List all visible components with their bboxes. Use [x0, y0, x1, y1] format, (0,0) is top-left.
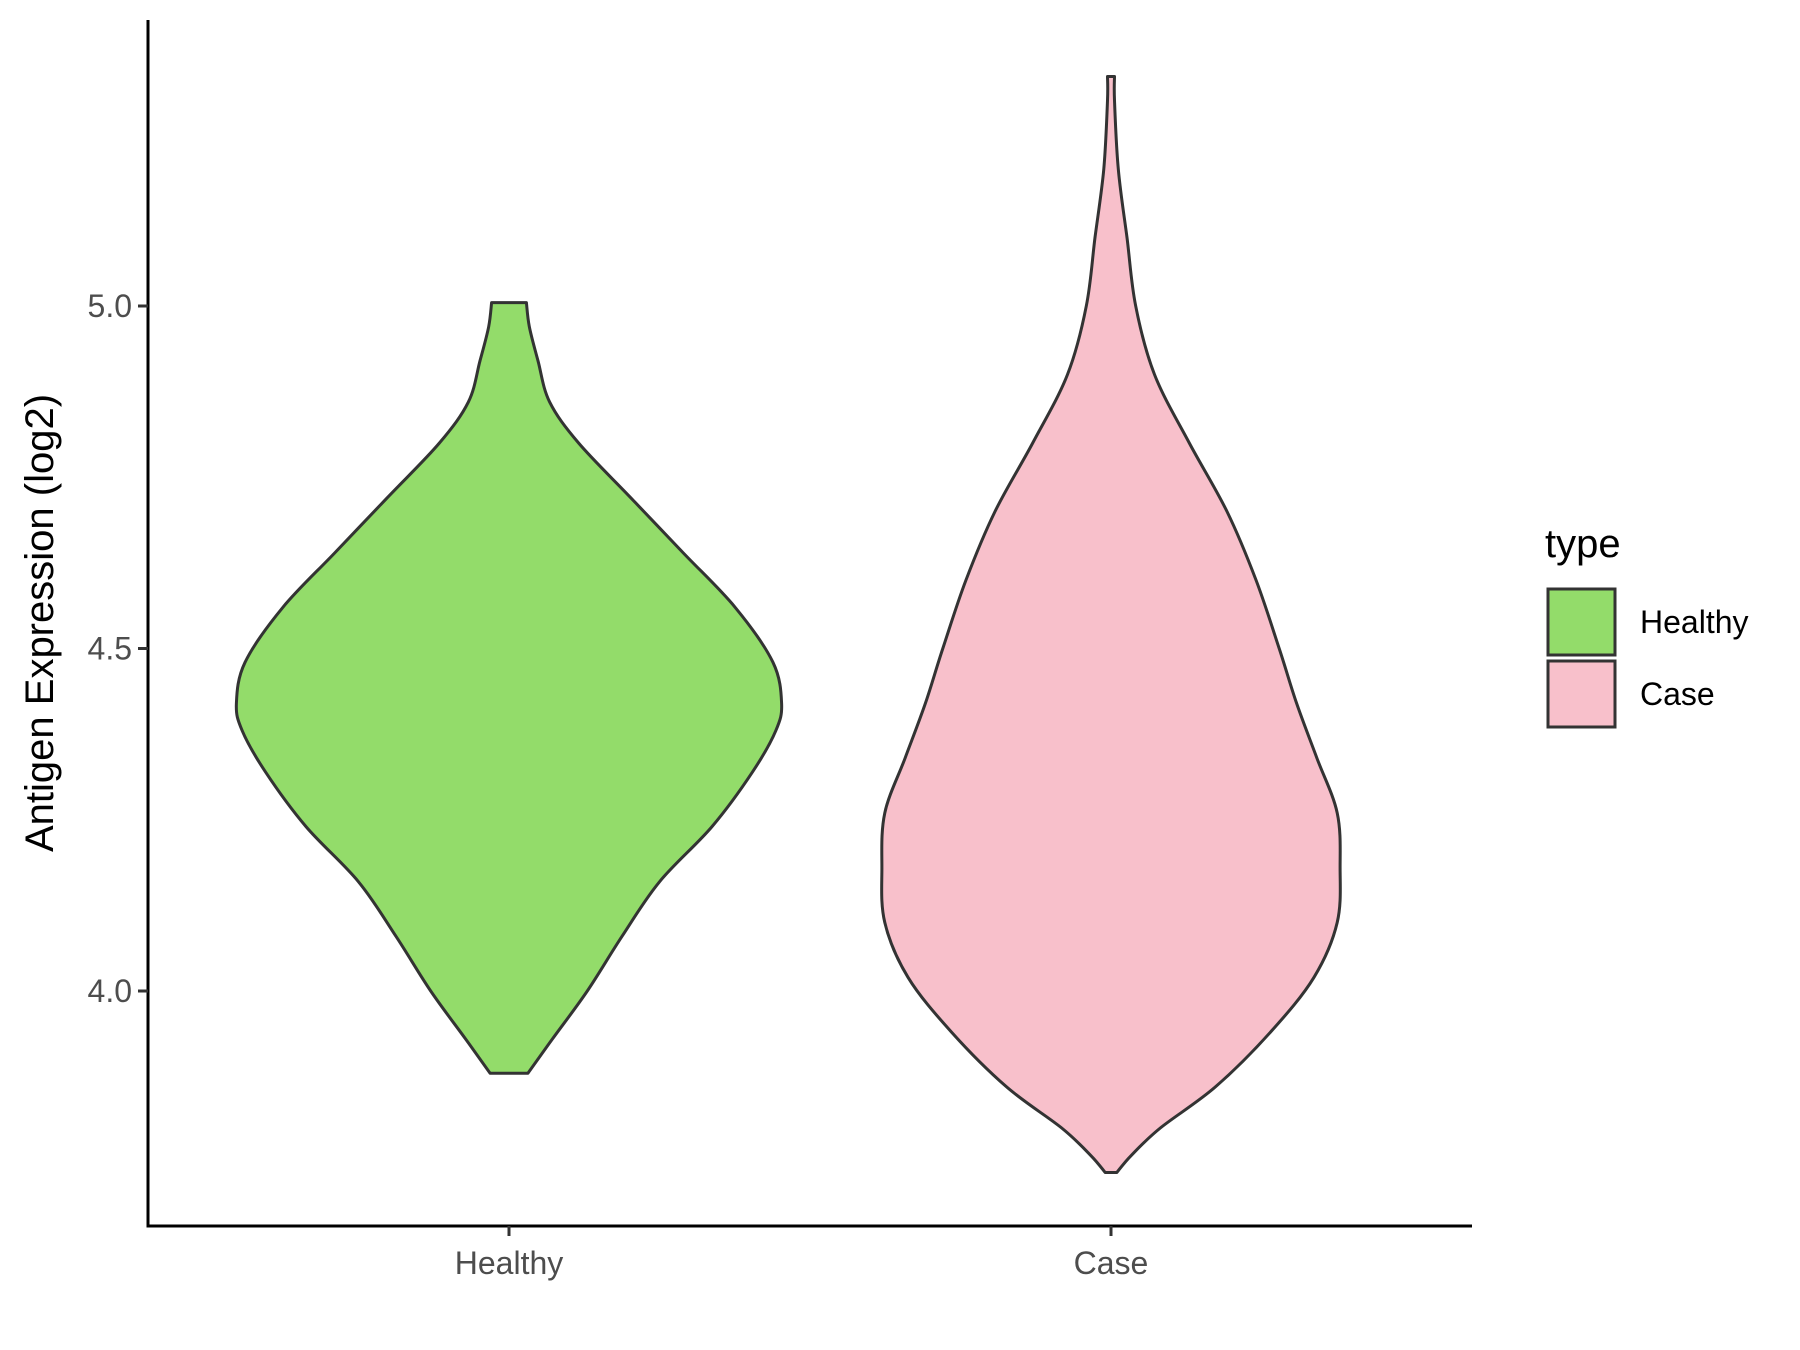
legend: type Healthy Case	[1545, 522, 1749, 729]
violins-layer	[234, 75, 1342, 1174]
legend-label-case: Case	[1640, 676, 1715, 712]
x-tick-label: Case	[1074, 1245, 1149, 1281]
legend-swatch-healthy	[1546, 587, 1617, 657]
y-tick-label: 4.0	[88, 973, 132, 1009]
legend-title: type	[1545, 522, 1621, 566]
y-axis-title: Antigen Expression (log2)	[18, 394, 62, 852]
y-axis-ticks: 4.0 4.5 5.0	[88, 288, 148, 1009]
x-axis-ticks: Healthy Case	[455, 1226, 1149, 1281]
y-tick-label: 5.0	[88, 288, 132, 324]
violin-healthy	[234, 301, 784, 1075]
violin-case	[880, 75, 1342, 1174]
y-tick-label: 4.5	[88, 631, 132, 667]
legend-label-healthy: Healthy	[1640, 604, 1749, 640]
legend-swatch-case	[1546, 659, 1617, 729]
x-tick-label: Healthy	[455, 1245, 564, 1281]
legend-items: Healthy Case	[1546, 587, 1749, 729]
